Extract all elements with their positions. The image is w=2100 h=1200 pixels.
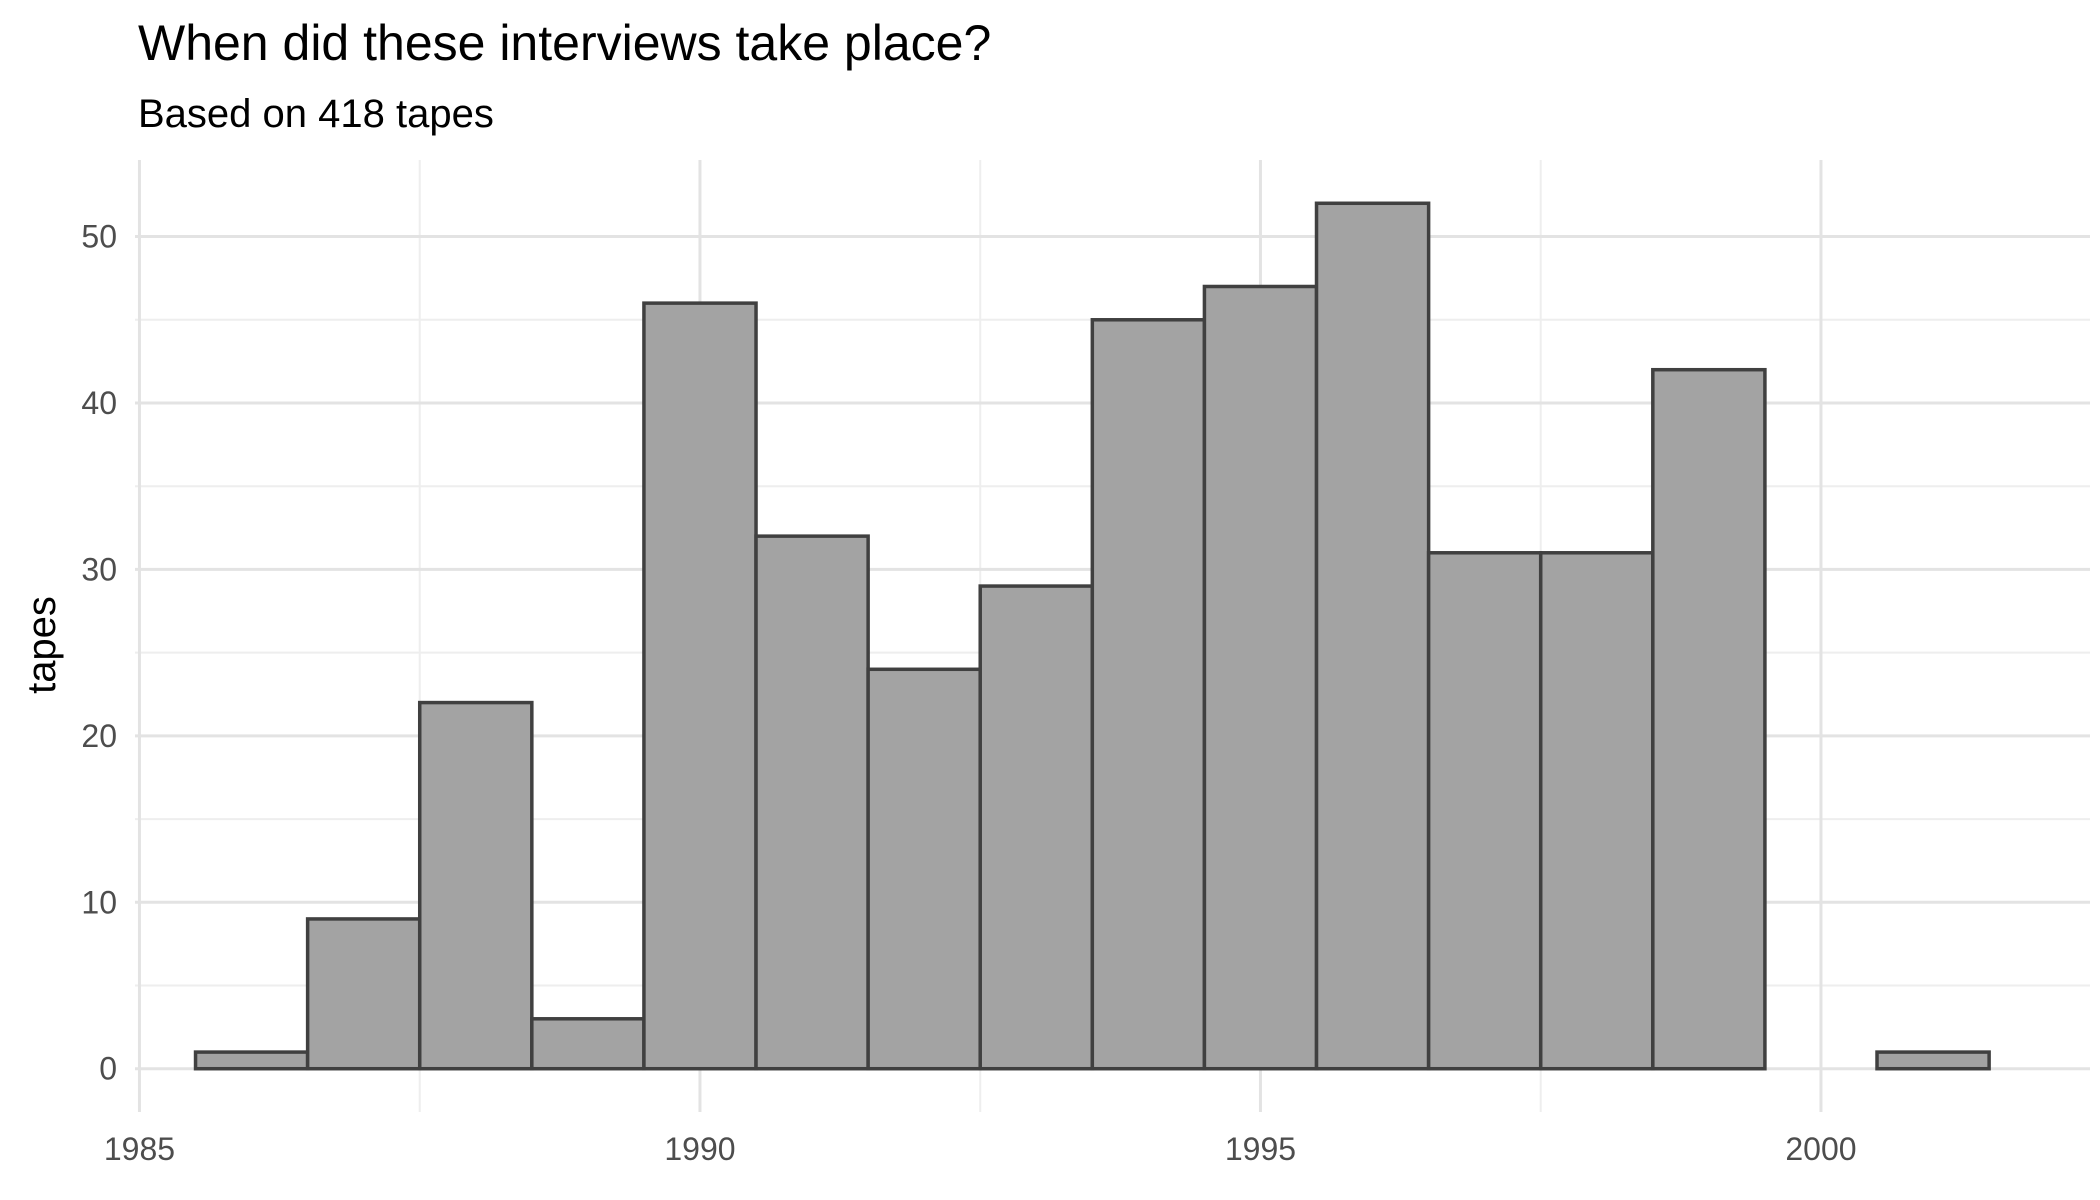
chart-subtitle: Based on 418 tapes: [138, 92, 494, 136]
y-tick-label: 40: [81, 385, 117, 421]
histogram-bar: [1426, 551, 1543, 1071]
chart-title: When did these interviews take place?: [138, 15, 992, 71]
histogram-bar: [1538, 551, 1655, 1071]
histogram-bar: [1875, 1050, 1991, 1071]
y-tick-label: 10: [81, 884, 117, 920]
histogram-bar: [866, 667, 982, 1071]
histogram-bar: [193, 1050, 310, 1071]
y-tick-label: 20: [81, 718, 117, 754]
histogram-bar: [642, 301, 758, 1071]
histogram-bar: [305, 917, 422, 1071]
histogram-bars: [193, 201, 1991, 1071]
histogram-bar: [1314, 201, 1431, 1071]
histogram-bar: [1202, 284, 1319, 1071]
histogram-bar: [530, 1017, 646, 1071]
histogram-bar: [754, 534, 870, 1071]
x-tick-label: 1995: [1225, 1131, 1296, 1167]
y-tick-label: 50: [81, 219, 117, 255]
y-axis-tick-labels: 0 10 20 30 40 50: [81, 219, 117, 1087]
histogram-bar: [1651, 367, 1767, 1071]
x-tick-label: 1985: [104, 1131, 175, 1167]
y-axis-title: tapes: [20, 596, 64, 694]
histogram-bar: [1090, 318, 1207, 1071]
x-tick-label: 1990: [664, 1131, 735, 1167]
histogram-bar: [978, 584, 1095, 1071]
y-tick-label: 30: [81, 551, 117, 587]
x-axis-tick-labels: 1985 1990 1995 2000: [104, 1131, 1857, 1167]
x-tick-label: 2000: [1785, 1131, 1856, 1167]
y-tick-label: 0: [99, 1051, 117, 1087]
histogram-bar: [417, 700, 534, 1071]
